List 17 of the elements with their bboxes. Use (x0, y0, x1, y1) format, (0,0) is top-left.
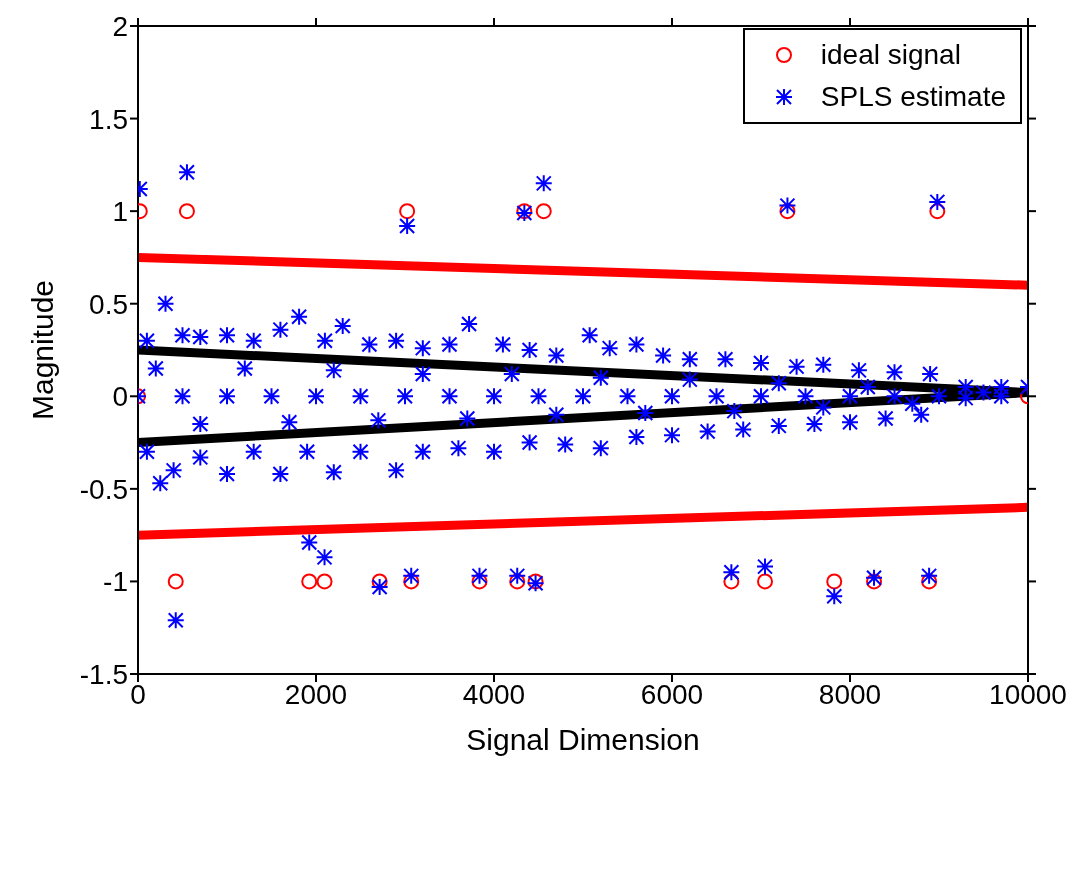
y-tick-label: 0.5 (89, 288, 128, 320)
legend-label: SPLS estimate (820, 81, 1006, 113)
y-tick-label: 1 (112, 196, 128, 228)
y-axis-title: Magnitude (25, 279, 59, 421)
y-tick-label: -1 (103, 566, 128, 598)
x-tick-label: 2000 (284, 678, 348, 710)
y-tick-label: -1.5 (79, 658, 128, 690)
x-tick-label: 4000 (462, 678, 526, 710)
x-tick-label: 6000 (640, 678, 704, 710)
x-tick-label: 10000 (989, 678, 1067, 710)
y-tick-label: 0 (112, 381, 128, 413)
x-tick-label: 8000 (818, 678, 882, 710)
legend-label: ideal signal (820, 39, 961, 71)
y-tick-label: -0.5 (79, 473, 128, 505)
x-axis-title: Signal Dimension (466, 723, 700, 756)
y-tick-label: 1.5 (89, 103, 128, 135)
y-tick-label: 2 (112, 10, 128, 42)
